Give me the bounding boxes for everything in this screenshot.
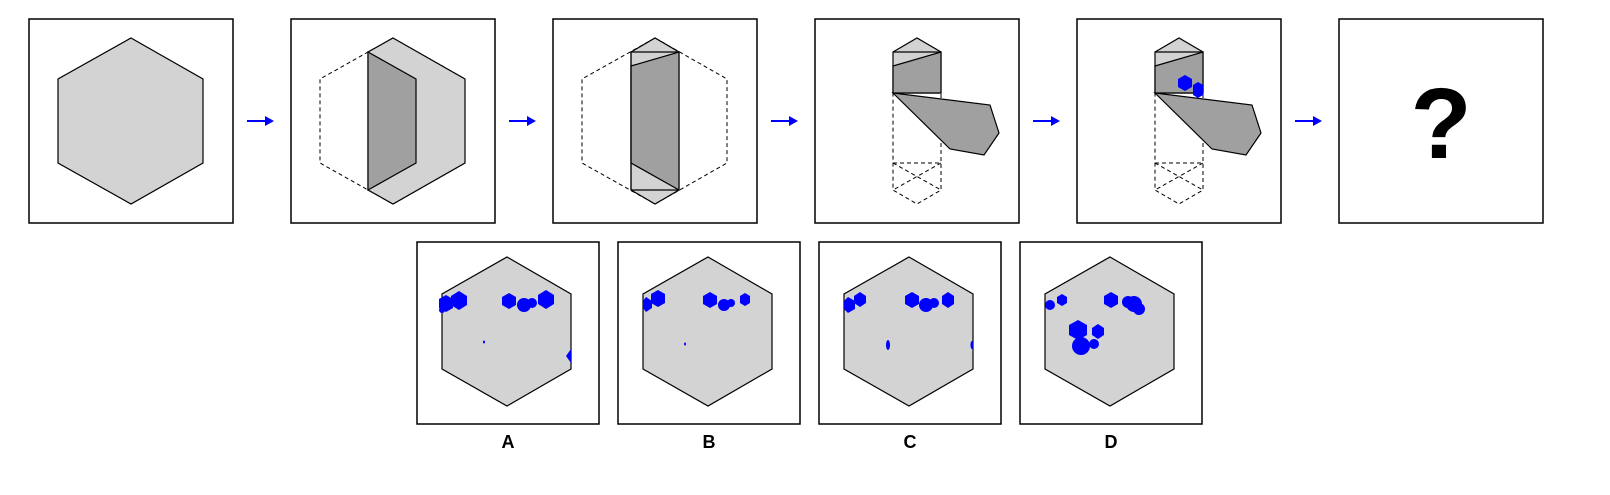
question-mark: ? [1410,68,1471,180]
punch-hole-icon [1193,82,1203,98]
arrow-icon [1295,116,1322,126]
folded-flap [367,50,417,192]
hexagon-shape [57,37,204,205]
folded-wing [891,92,1000,156]
step-1-panel [28,18,234,224]
hole-icon [1133,303,1145,315]
hole-icon [643,297,652,312]
hole-icon [439,307,445,313]
hole-icon [703,292,717,308]
hole-icon [1057,294,1067,306]
option-c-label[interactable]: C [903,432,917,452]
hole-icon [483,340,485,344]
hole-icon [566,349,571,363]
hole-icon [740,293,750,306]
hole-icon [651,290,665,307]
hole-icon [538,290,554,309]
hole-icon [684,342,686,346]
arrow-icon [247,116,274,126]
option-c[interactable] [818,241,1002,425]
hole-icon [1045,300,1055,310]
hole-icon [1089,339,1099,349]
hole-icon [502,293,516,309]
option-a-label[interactable]: A [501,432,515,452]
step-4-panel [814,18,1020,224]
step-3-panel [552,18,758,224]
hole-icon [905,292,919,308]
hole-icon [727,299,735,307]
arrow-icon [509,116,536,126]
option-a[interactable] [416,241,600,425]
hole-icon [942,292,954,308]
hole-icon [854,292,866,307]
punch-hole-icon [1178,75,1192,91]
hole-icon [1092,324,1104,339]
hole-icon [1069,320,1087,340]
hole-icon [970,341,974,349]
step-5-panel [1076,18,1282,224]
hole-icon [718,299,730,311]
option-d[interactable] [1019,241,1203,425]
hole-icon [451,291,467,310]
hole-icon [886,340,890,350]
option-d-label[interactable]: D [1104,432,1118,452]
hole-icon [1072,337,1090,355]
step-6-panel: ? [1338,18,1544,224]
hole-icon [527,298,537,308]
arrow-icon [1033,116,1060,126]
option-b-label[interactable]: B [702,432,716,452]
arrow-icon [771,116,798,126]
step-2-panel [290,18,496,224]
hole-icon [929,298,939,308]
hole-icon [1104,292,1118,308]
hole-icon [844,297,855,313]
option-b[interactable] [617,241,801,425]
